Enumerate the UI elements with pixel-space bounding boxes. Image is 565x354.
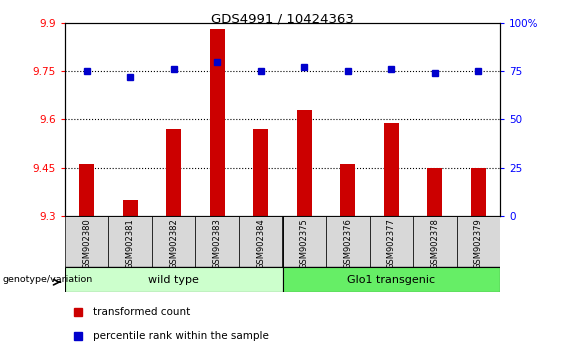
Text: GSM902381: GSM902381 [126,218,134,269]
Bar [79,165,94,216]
Bar [471,168,486,216]
Bar [457,216,500,267]
Bar [413,216,457,267]
Bar [326,216,370,267]
Text: GDS4991 / 10424363: GDS4991 / 10424363 [211,12,354,25]
Text: GSM902377: GSM902377 [387,218,396,269]
Text: GSM902380: GSM902380 [82,218,91,269]
Text: Glo1 transgenic: Glo1 transgenic [347,275,435,285]
Bar [108,216,152,267]
Bar [282,267,500,292]
Text: transformed count: transformed count [93,307,190,317]
Text: GSM902375: GSM902375 [300,218,308,269]
Text: GSM902378: GSM902378 [431,218,439,269]
Text: wild type: wild type [148,275,199,285]
Text: GSM902379: GSM902379 [474,218,483,269]
Text: GSM902382: GSM902382 [170,218,178,269]
Bar [123,200,138,216]
Bar [253,129,268,216]
Bar [282,216,326,267]
Bar [297,110,312,216]
Bar [166,129,181,216]
Bar [384,123,399,216]
Bar [65,267,282,292]
Bar [427,168,442,216]
Bar [65,216,108,267]
Bar [239,216,282,267]
Bar [340,165,355,216]
Text: percentile rank within the sample: percentile rank within the sample [93,331,269,341]
Text: genotype/variation: genotype/variation [3,275,93,284]
Text: GSM902376: GSM902376 [344,218,352,269]
Bar [152,216,195,267]
Bar [195,216,239,267]
Text: GSM902383: GSM902383 [213,218,221,269]
Text: GSM902384: GSM902384 [257,218,265,269]
Bar [370,216,413,267]
Bar [210,29,225,216]
